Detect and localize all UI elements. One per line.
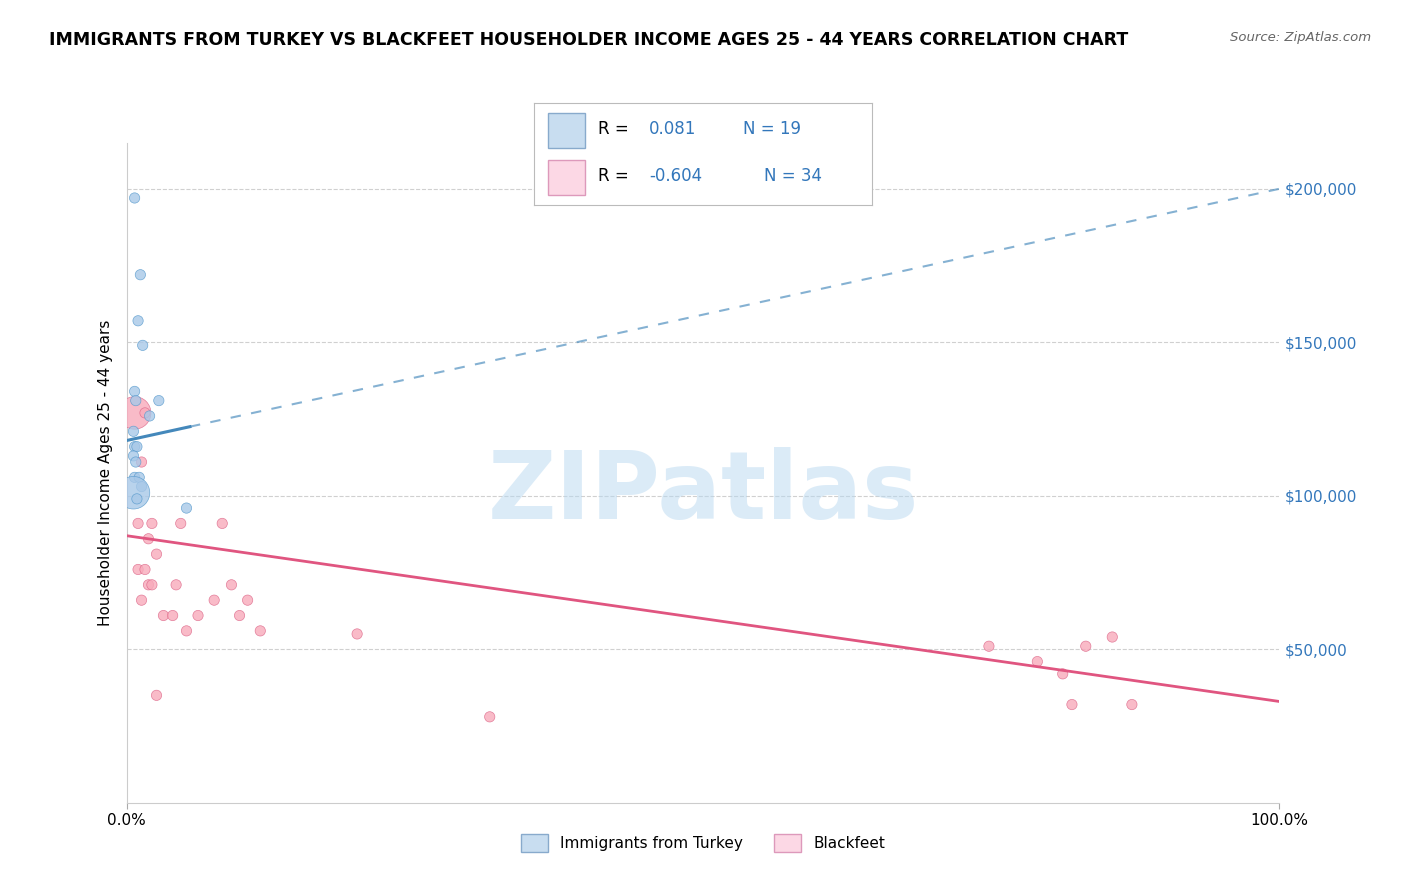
Point	[124, 191, 146, 205]
Point	[165, 578, 187, 592]
Point	[125, 393, 148, 408]
Point	[141, 516, 163, 531]
Point	[1121, 698, 1143, 712]
Text: 0.081: 0.081	[650, 120, 696, 138]
Point	[346, 627, 368, 641]
Point	[977, 639, 1000, 653]
Point	[138, 409, 160, 423]
Point	[127, 516, 149, 531]
Point	[122, 485, 145, 500]
Text: R =: R =	[599, 120, 634, 138]
Point	[134, 562, 156, 576]
Point	[145, 547, 167, 561]
Point	[176, 624, 198, 638]
Point	[152, 608, 174, 623]
Point	[1101, 630, 1123, 644]
Point	[125, 455, 148, 469]
Point	[228, 608, 250, 623]
Point	[131, 455, 153, 469]
Point	[125, 491, 148, 506]
Point	[1052, 666, 1074, 681]
Point	[249, 624, 271, 638]
Text: N = 34: N = 34	[763, 168, 821, 186]
Point	[127, 314, 149, 328]
Point	[236, 593, 259, 607]
Point	[138, 532, 160, 546]
Legend: Immigrants from Turkey, Blackfeet: Immigrants from Turkey, Blackfeet	[515, 828, 891, 858]
Point	[170, 516, 193, 531]
Point	[1074, 639, 1097, 653]
Text: IMMIGRANTS FROM TURKEY VS BLACKFEET HOUSEHOLDER INCOME AGES 25 - 44 YEARS CORREL: IMMIGRANTS FROM TURKEY VS BLACKFEET HOUS…	[49, 31, 1129, 49]
Text: Source: ZipAtlas.com: Source: ZipAtlas.com	[1230, 31, 1371, 45]
Point	[221, 578, 243, 592]
Point	[138, 578, 160, 592]
Point	[125, 440, 148, 454]
Point	[1026, 655, 1049, 669]
Point	[131, 338, 153, 352]
Point	[124, 406, 146, 420]
Point	[127, 562, 149, 576]
Text: N = 19: N = 19	[744, 120, 801, 138]
Point	[131, 479, 153, 493]
Point	[211, 516, 233, 531]
Bar	[548, 112, 585, 148]
Point	[122, 425, 145, 439]
Point	[148, 393, 170, 408]
Point	[124, 470, 146, 484]
Text: -0.604: -0.604	[650, 168, 702, 186]
Point	[124, 440, 146, 454]
Bar	[548, 160, 585, 194]
Point	[129, 268, 152, 282]
Text: R =: R =	[599, 168, 634, 186]
Point	[1060, 698, 1083, 712]
Point	[145, 689, 167, 703]
Point	[134, 406, 156, 420]
Point	[202, 593, 225, 607]
Point	[141, 578, 163, 592]
Point	[478, 710, 501, 724]
Point	[128, 470, 150, 484]
Y-axis label: Householder Income Ages 25 - 44 years: Householder Income Ages 25 - 44 years	[97, 319, 112, 626]
Point	[187, 608, 209, 623]
Text: ZIPatlas: ZIPatlas	[488, 447, 918, 539]
Point	[131, 593, 153, 607]
Point	[176, 501, 198, 516]
Point	[124, 384, 146, 399]
Point	[162, 608, 184, 623]
Point	[122, 449, 145, 463]
